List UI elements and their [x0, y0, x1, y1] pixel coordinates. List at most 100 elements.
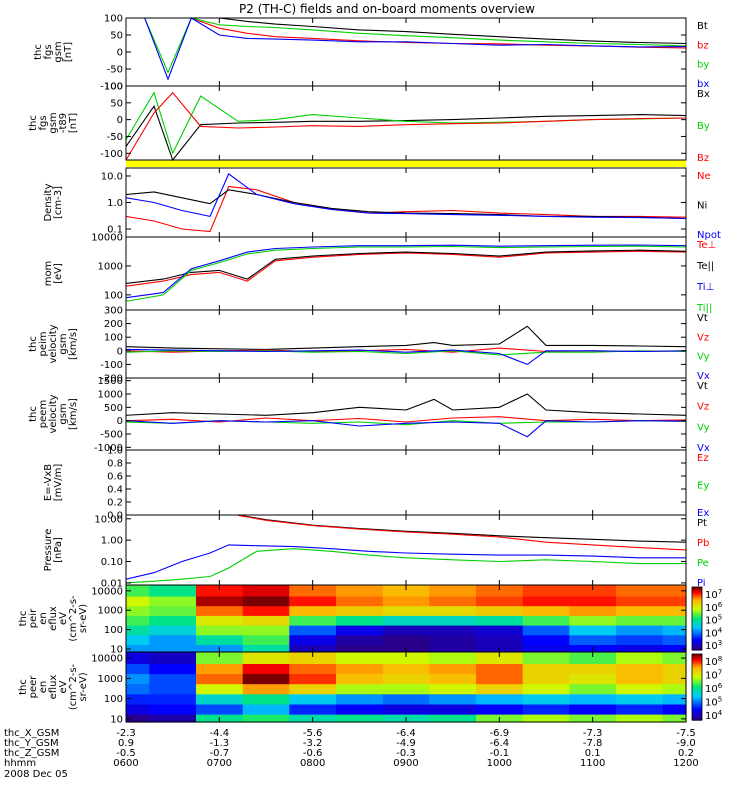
- heatmap-cell: [569, 585, 617, 597]
- ylabel-line: peim: [38, 331, 49, 356]
- legend-Vx: Vx: [697, 443, 710, 454]
- coordinate-value: 1000: [487, 758, 512, 769]
- heatmap-cell: [616, 615, 664, 626]
- colorbar-segment: [692, 626, 702, 629]
- heatmap-cell: [196, 605, 244, 616]
- ylabel-line: thc: [28, 406, 39, 422]
- colorbar-segment: [692, 634, 702, 637]
- series-line-By: [125, 91, 687, 155]
- ylabel-line: thc: [18, 611, 29, 627]
- legend-bx: bx: [697, 79, 709, 90]
- heatmap-cell: [522, 663, 570, 675]
- heatmap-cell: [382, 595, 430, 607]
- heatmap-cell: [382, 634, 430, 645]
- ylabel-line: eflux: [48, 675, 59, 700]
- heatmap-cell: [429, 663, 477, 675]
- heatmap-cell: [476, 615, 524, 626]
- heatmap-cell: [242, 703, 290, 715]
- colorbar-segment: [692, 708, 702, 711]
- heatmap-cell: [242, 595, 290, 607]
- heatmap-cell: [476, 683, 524, 695]
- heatmap-cell: [476, 693, 524, 705]
- coordinate-value: 1200: [673, 758, 698, 769]
- coordinate-value: 0.9: [118, 738, 134, 749]
- ylabel-line: thc: [28, 115, 39, 131]
- heatmap-cell: [336, 644, 384, 653]
- heatmap-cell: [522, 683, 570, 695]
- heatmap-cell: [149, 634, 197, 645]
- heatmap-cell: [662, 663, 687, 675]
- heatmap-cell: [149, 663, 197, 675]
- heatmap-cell: [569, 663, 617, 675]
- ytick-label: 1.0: [107, 446, 123, 457]
- ytick-label: 200: [104, 319, 123, 330]
- heatmap-cell: [242, 673, 290, 685]
- colorbar-segment: [692, 605, 702, 609]
- heatmap-cell: [662, 714, 687, 723]
- panel-efield: E=-VxB [mV/m] Ez Ey Ex 1.0 0.8 0.6 0.4 0.2 0.0: [43, 446, 709, 522]
- colorbar-segment: [692, 675, 702, 678]
- heatmap-cell: [522, 634, 570, 645]
- heatmap-cell: [569, 652, 617, 664]
- panel-frame: [125, 167, 687, 238]
- heatmap-cell: [429, 703, 477, 715]
- coordinate-value: -2.3: [116, 728, 136, 739]
- figure-title: P2 (TH-C) fields and on-board moments ov…: [239, 2, 535, 16]
- series-line-Pb: [237, 514, 687, 551]
- ytick-label: 10000: [91, 586, 123, 597]
- legend-Ne: Ne: [697, 171, 711, 182]
- ytick-label: 0.0: [107, 511, 123, 522]
- heatmap-cell: [126, 652, 150, 664]
- ylabel-line: [nPa]: [53, 537, 64, 563]
- coordinate-value: -6.4: [490, 738, 510, 749]
- heatmap-cell: [336, 625, 384, 636]
- ylabel-line: en: [38, 681, 49, 694]
- heatmap-cell: [476, 673, 524, 685]
- heatmap-cell: [149, 595, 197, 607]
- colorbar-label: 103: [705, 639, 722, 652]
- ytick-label: 100: [104, 82, 123, 93]
- legend-by: by: [697, 60, 709, 71]
- heatmap-cell: [616, 714, 664, 723]
- legend-Vy: Vy: [697, 352, 710, 363]
- colorbar-label: 106: [705, 682, 723, 695]
- series-line-Pi: [125, 544, 686, 580]
- heatmap-cell: [126, 673, 150, 685]
- ylabel-line: (cm^2-s-: [68, 595, 79, 642]
- ylabel-line: -t89: [58, 113, 69, 133]
- ylabel-line: mom: [43, 261, 54, 287]
- heatmap-cell: [382, 703, 430, 715]
- heatmap-cell: [382, 683, 430, 695]
- heatmap-cell: [289, 683, 337, 695]
- ytick-label: 300: [104, 306, 123, 317]
- heatmap-cell: [569, 615, 617, 626]
- heatmap-cell: [336, 595, 384, 607]
- heatmap-cell: [616, 625, 664, 636]
- heatmap-cell: [242, 585, 290, 597]
- colorbar-segment: [692, 711, 702, 715]
- heatmap-cell: [126, 703, 150, 715]
- heatmap-cell: [336, 585, 384, 597]
- series-line-Ti⊥: [125, 244, 687, 299]
- panel-electron-velocity: thc peem velocity gsm [km/s] Vt Vz Vy Vx 1500 1000…: [28, 376, 710, 454]
- series-line-Te⊥: [125, 250, 687, 287]
- ytick-label: 500: [104, 403, 123, 414]
- heatmap-cell: [476, 605, 524, 616]
- ytick-label: 10.00: [94, 514, 123, 525]
- ylabel-line: peir: [28, 608, 39, 628]
- colorbar-segment: [692, 696, 702, 700]
- colorbar-label: 107: [705, 588, 722, 601]
- colorbar-segment: [692, 665, 702, 668]
- coordinate-value: -6.4: [396, 728, 416, 739]
- ytick-label: 0.1: [107, 225, 123, 236]
- heatmap-cell: [196, 625, 244, 636]
- legend-Vz: Vz: [697, 402, 709, 413]
- colorbar-segment: [692, 680, 702, 683]
- legend-By: By: [697, 121, 710, 132]
- panel-fgs: thc fgs gsm [nT] Bt bz by bx 100 50 0 -50 -100: [33, 14, 709, 93]
- coordinate-value: -9.0: [676, 738, 696, 749]
- ylabel-line: thc: [33, 44, 44, 60]
- series-line-Vx: [125, 420, 687, 438]
- heatmap-cell: [336, 683, 384, 695]
- series-line-Npot: [125, 173, 687, 220]
